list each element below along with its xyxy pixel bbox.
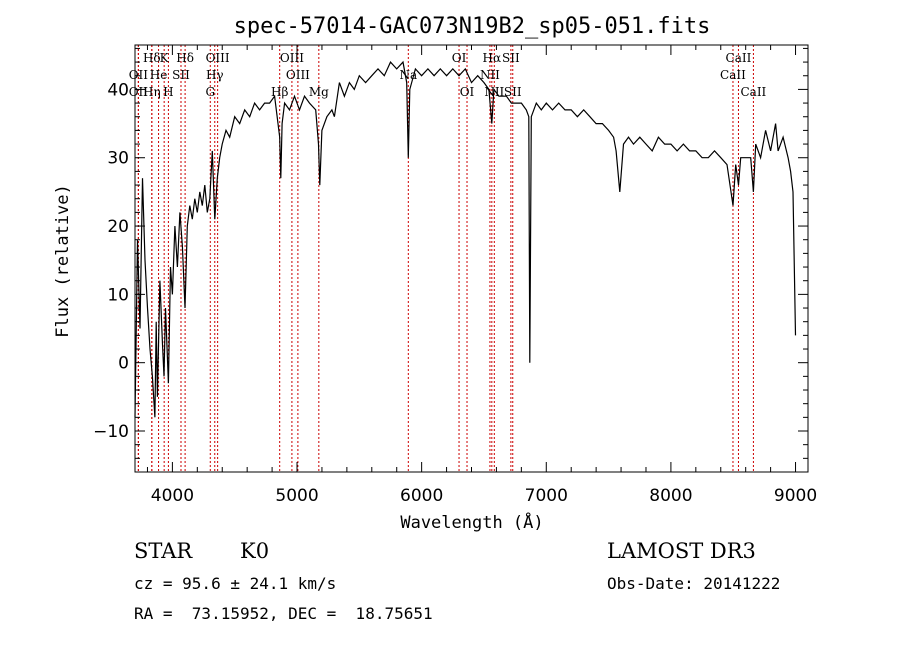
x-axis: 4000 5000 6000 7000 8000 9000 xyxy=(146,45,817,506)
line-label: Hδ xyxy=(176,51,194,65)
line-label: Hδ xyxy=(143,51,161,65)
x-tick-label: 9000 xyxy=(774,486,817,506)
line-label: OII xyxy=(129,85,149,99)
line-label: CaII xyxy=(720,68,746,82)
line-label: SII xyxy=(504,85,522,99)
line-label: OII xyxy=(129,68,149,82)
line-label: H xyxy=(163,85,173,99)
survey-name: LAMOST DR3 xyxy=(607,539,756,563)
line-label: CaII xyxy=(740,85,766,99)
line-label: NII xyxy=(484,85,504,99)
y-tick-label: 10 xyxy=(107,285,129,305)
y-tick-label: 0 xyxy=(118,354,129,374)
x-axis-label: Wavelength (Å) xyxy=(400,511,543,533)
y-axis-label: Flux (relative) xyxy=(53,184,73,338)
line-label: G xyxy=(205,85,215,99)
redshift-text: cz = 95.6 ± 24.1 km/s xyxy=(134,574,337,593)
x-tick-label: 8000 xyxy=(649,486,692,506)
y-tick-label: 20 xyxy=(107,217,129,237)
line-label: Na xyxy=(399,68,417,82)
plot-frame xyxy=(134,44,809,473)
y-tick-label: 40 xyxy=(107,80,129,100)
obs-date-text: Obs-Date: 20141222 xyxy=(607,574,781,593)
line-label: Hβ xyxy=(271,85,288,99)
line-label: SII xyxy=(172,68,190,82)
line-label: OI xyxy=(452,51,467,65)
x-tick-label: 4000 xyxy=(151,486,194,506)
x-tick-label: 6000 xyxy=(400,486,443,506)
spectral-line-markers xyxy=(137,45,754,472)
x-tick-label: 7000 xyxy=(525,486,568,506)
line-label: OIII xyxy=(286,68,310,82)
line-label: OIII xyxy=(206,51,230,65)
coordinates-text: RA = 73.15952, DEC = 18.75651 xyxy=(134,604,433,623)
y-tick-label: 30 xyxy=(107,149,129,169)
spectrum-line xyxy=(134,60,797,418)
line-label: OI xyxy=(460,85,475,99)
line-label: NII xyxy=(480,68,500,82)
object-class: STAR xyxy=(134,539,193,563)
line-label: OIII xyxy=(280,51,304,65)
line-label: Hα xyxy=(483,51,502,65)
y-tick-label: −10 xyxy=(93,422,129,442)
line-label: K xyxy=(160,51,170,65)
line-label: SII xyxy=(502,51,520,65)
spectrum-series xyxy=(134,60,797,418)
object-subclass: K0 xyxy=(240,539,270,563)
chart-title: spec-57014-GAC073N19B2_sp05-051.fits xyxy=(234,14,711,39)
line-label: CaII xyxy=(726,51,752,65)
line-label: He xyxy=(150,68,168,82)
y-axis: −10 0 10 20 30 40 xyxy=(93,47,808,473)
line-label: Hη xyxy=(143,85,161,99)
line-label: Hγ xyxy=(206,68,224,82)
line-label: Mg xyxy=(309,85,329,99)
x-tick-label: 5000 xyxy=(275,486,318,506)
